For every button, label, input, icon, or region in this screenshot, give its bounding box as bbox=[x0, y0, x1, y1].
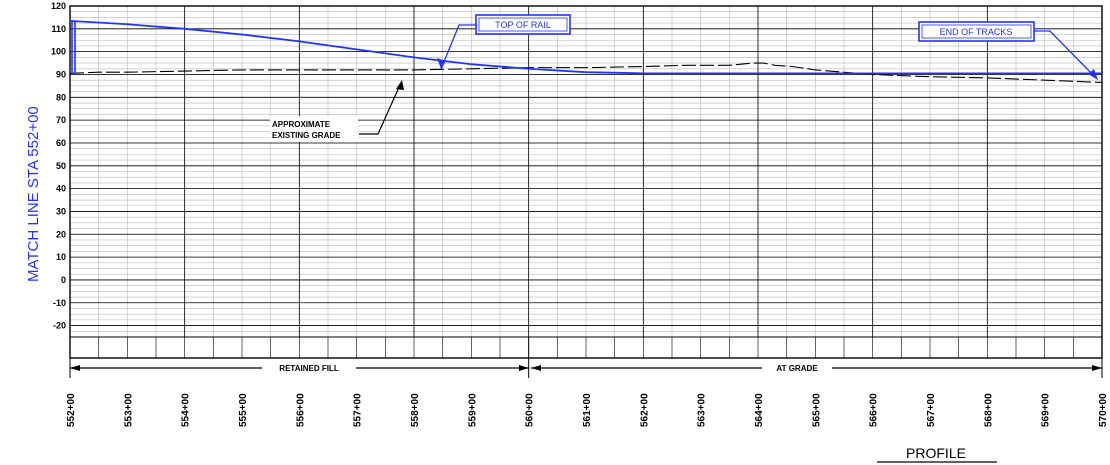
at-grade-end-arrow bbox=[1092, 365, 1102, 371]
station-label: 561+00 bbox=[582, 393, 593, 427]
station-label: 564+00 bbox=[754, 393, 765, 427]
station-label: 558+00 bbox=[410, 393, 421, 427]
top-of-rail-leader bbox=[440, 24, 476, 70]
top-of-rail-inner-box bbox=[478, 17, 568, 32]
retained-fill-end-arrow bbox=[519, 365, 529, 371]
note-background bbox=[270, 116, 358, 142]
top-of-rail-label: TOP OF RAIL bbox=[495, 20, 551, 30]
station-label: 557+00 bbox=[353, 393, 364, 427]
elevation-tick-label: 120 bbox=[51, 1, 66, 11]
note-line-1: APPROXIMATE bbox=[272, 120, 331, 129]
note-leader bbox=[359, 84, 401, 135]
elevation-tick-label: 50 bbox=[56, 161, 66, 171]
top-of-rail-arrowhead bbox=[437, 58, 446, 69]
elevation-tick-label: 30 bbox=[56, 206, 66, 216]
top-of-rail-line bbox=[69, 19, 1102, 75]
station-label: 555+00 bbox=[238, 393, 249, 427]
match-line-label: MATCH LINE STA 552+00 bbox=[25, 106, 42, 282]
retained-fill-label-bg bbox=[262, 361, 356, 374]
elevation-tick-label: -10 bbox=[53, 298, 66, 308]
at-grade-label-bg bbox=[762, 361, 832, 374]
elevation-tick-label: 20 bbox=[56, 229, 66, 239]
at-grade-start-arrow bbox=[531, 365, 541, 371]
station-label: 552+00 bbox=[66, 393, 77, 427]
existing-grade-note: APPROXIMATE EXISTING GRADE bbox=[270, 80, 404, 142]
station-label: 565+00 bbox=[811, 393, 822, 427]
at-grade-label: AT GRADE bbox=[776, 364, 818, 373]
station-label: 568+00 bbox=[983, 393, 994, 427]
elevation-tick-label: 80 bbox=[56, 92, 66, 102]
station-label: 567+00 bbox=[926, 393, 937, 427]
station-label: 566+00 bbox=[869, 393, 880, 427]
minor-grid bbox=[69, 5, 1103, 338]
elevation-tick-label: -20 bbox=[53, 321, 66, 331]
elevation-tick-label: 10 bbox=[56, 252, 66, 262]
elevation-tick-label: 60 bbox=[56, 138, 66, 148]
station-label: 560+00 bbox=[525, 393, 536, 427]
profile-lines bbox=[69, 19, 1103, 84]
station-label: 556+00 bbox=[295, 393, 306, 427]
station-label: 569+00 bbox=[1041, 393, 1052, 427]
end-of-tracks-callout: END OF TRACKS bbox=[918, 21, 1098, 80]
elevation-tick-label: 0 bbox=[61, 275, 66, 285]
station-label: 559+00 bbox=[467, 393, 478, 427]
station-label: 570+00 bbox=[1098, 393, 1109, 427]
major-grid bbox=[69, 5, 1103, 337]
retained-fill-label: RETAINED FILL bbox=[279, 364, 339, 373]
segment-dimensions: RETAINED FILL AT GRADE bbox=[70, 361, 1102, 374]
elevation-tick-label: 70 bbox=[56, 115, 66, 125]
end-of-tracks-label: END OF TRACKS bbox=[940, 27, 1013, 37]
retained-fill-start-arrow bbox=[70, 365, 80, 371]
elevation-tick-label: 100 bbox=[51, 47, 66, 57]
station-label: 554+00 bbox=[181, 393, 192, 427]
elevation-tick-label: 90 bbox=[56, 69, 66, 79]
station-label: 563+00 bbox=[697, 393, 708, 427]
note-line-2: EXISTING GRADE bbox=[272, 131, 341, 140]
note-arrowhead bbox=[396, 80, 404, 90]
station-label: 562+00 bbox=[639, 393, 650, 427]
end-of-tracks-leader bbox=[1034, 30, 1097, 79]
end-of-tracks-inner-box bbox=[921, 24, 1032, 39]
existing-grade-line bbox=[69, 62, 1103, 84]
elevation-tick-label: 110 bbox=[51, 24, 66, 34]
elevation-tick-label: 40 bbox=[56, 184, 66, 194]
station-labels: 552+00 553+00 554+00 555+00 556+00 557+00 558+… bbox=[66, 393, 1109, 427]
top-of-rail-callout: TOP OF RAIL bbox=[437, 14, 571, 70]
profile-title: PROFILE bbox=[906, 445, 966, 461]
end-of-tracks-arrowhead bbox=[1088, 69, 1098, 80]
station-label: 553+00 bbox=[123, 393, 134, 427]
station-tick-row bbox=[69, 337, 1103, 378]
